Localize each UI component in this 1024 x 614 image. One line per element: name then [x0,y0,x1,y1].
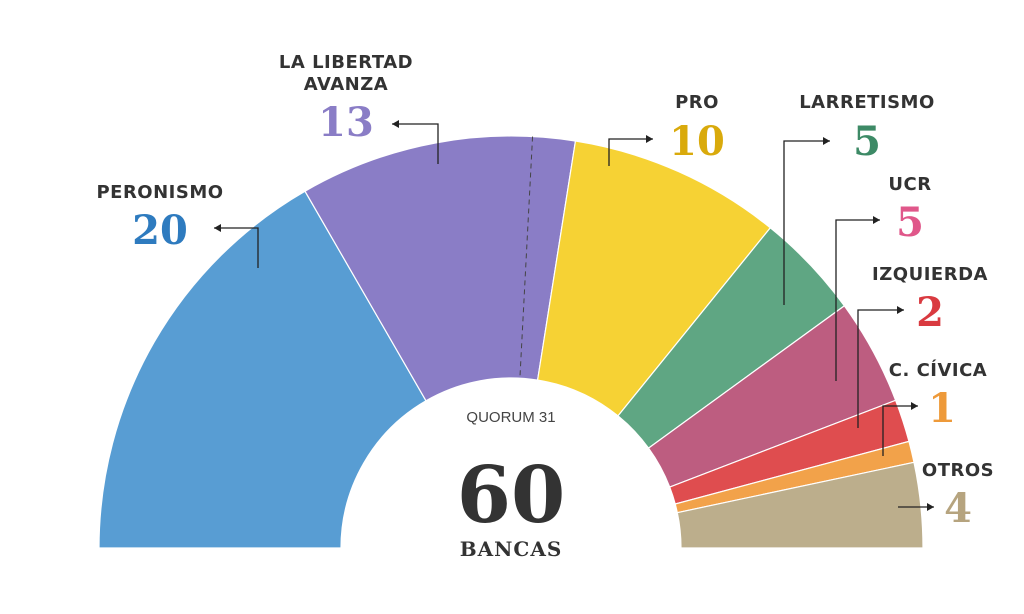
seats-pro: 10 [669,118,725,165]
seats-larretismo: 5 [853,118,881,165]
wedge-otros [676,461,924,549]
leader-arrow-peronismo [214,224,221,232]
leader-larretismo [783,140,830,305]
leader-izquierda [857,309,904,428]
wedge-la-libertad-avanza [304,135,577,402]
leader-pro [608,138,653,166]
label-c-civica: C. CÍVICA [889,359,988,381]
seats-c-civica: 1 [928,385,956,432]
label-otros: OTROS [922,460,994,481]
label-larretismo: LARRETISMO [799,92,935,113]
label-ucr: UCR [888,174,931,195]
leader-arrow-c-civica [911,402,918,410]
leader-peronismo [214,227,259,268]
leader-ucr [835,219,880,381]
seats-peronismo: 20 [132,207,188,254]
leader-la-libertad-avanza [392,123,439,164]
wedge-peronismo [98,190,427,549]
total-seats-label: BANCAS [460,537,563,561]
leader-arrow-izquierda [897,306,904,314]
label-leaders [214,120,934,511]
label-la-libertad-avanza: LA LIBERTAD AVANZA [279,52,413,95]
leader-arrow-larretismo [823,137,830,145]
label-pro: PRO [675,92,719,113]
leader-arrow-la-libertad-avanza [392,120,399,128]
leader-c-civica [882,405,918,456]
seats-izquierda: 2 [916,289,944,336]
seats-otros: 4 [944,485,972,532]
label-izquierda: IZQUIERDA [872,264,988,285]
leader-arrow-otros [927,503,934,511]
label-peronismo: PERONISMO [96,182,223,203]
quorum-label: QUORUM 31 [466,409,555,426]
seat-wedges [98,135,924,549]
leader-arrow-ucr [873,216,880,224]
seats-la-libertad-avanza: 13 [318,99,374,146]
leader-arrow-pro [646,135,653,143]
seats-ucr: 5 [896,199,924,246]
quorum-line [519,136,534,379]
total-seats: 60 [457,450,566,541]
